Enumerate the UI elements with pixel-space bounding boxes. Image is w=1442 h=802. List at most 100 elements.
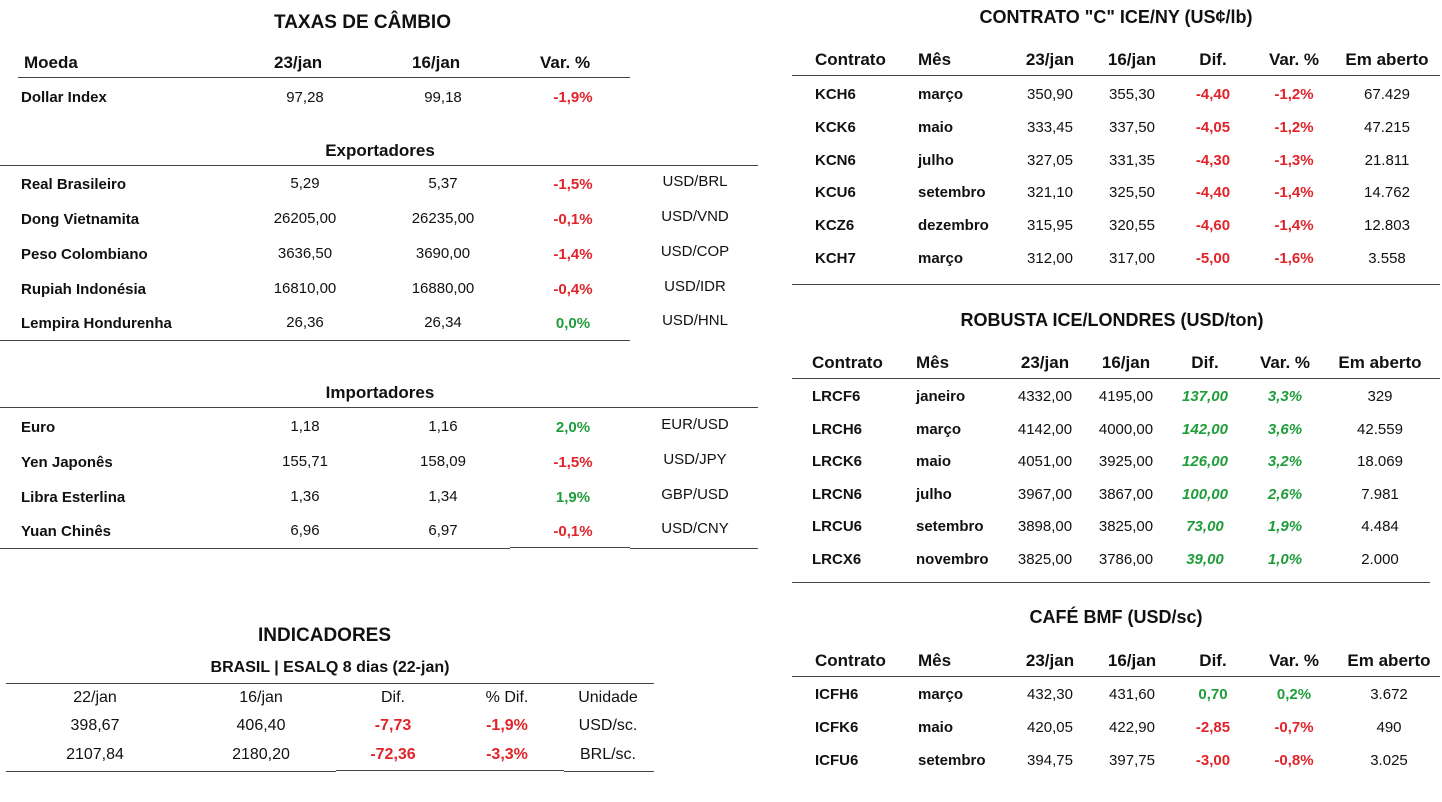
indicadores-title: INDICADORES bbox=[258, 625, 392, 646]
currency-value-23jan: 1,36 bbox=[290, 488, 320, 505]
cafe_bmf-cell: ICFK6 bbox=[815, 719, 859, 736]
indicadores-cell: -3,3% bbox=[486, 746, 528, 763]
cafe-bmf-title: CAFÉ BMF (USD/sc) bbox=[1029, 607, 1203, 627]
robusta-cell: 3,2% bbox=[1267, 453, 1303, 470]
contrato_c-col-header: Mês bbox=[918, 50, 952, 69]
currency-pair: GBP/USD bbox=[661, 486, 729, 503]
contrato_c-cell: 350,90 bbox=[1027, 86, 1073, 103]
contrato_c-cell: março bbox=[918, 86, 964, 103]
robusta-cell: 3,6% bbox=[1267, 421, 1303, 438]
indicadores-dif-rule bbox=[336, 770, 564, 771]
contrato_c-cell: março bbox=[918, 250, 964, 267]
cafe_bmf-cell: 397,75 bbox=[1109, 752, 1155, 769]
robusta-cell: 3825,00 bbox=[1017, 551, 1073, 568]
indicadores-cell: 2180,20 bbox=[232, 746, 290, 763]
currency-name: Lempira Hondurenha bbox=[21, 315, 172, 332]
contrato_c-cell: 320,55 bbox=[1109, 217, 1155, 234]
robusta-cell: 1,9% bbox=[1267, 518, 1303, 535]
indicadores-rule bbox=[6, 683, 654, 684]
currency-var: -1,5% bbox=[553, 176, 593, 193]
dollar-index-var: -1,9% bbox=[553, 89, 593, 106]
robusta-cell: 4.484 bbox=[1361, 518, 1399, 535]
contrato_c-col-header: 23/jan bbox=[1025, 50, 1075, 69]
contrato_c-cell: KCU6 bbox=[815, 184, 856, 201]
contrato_c-cell: KCN6 bbox=[815, 152, 856, 169]
currency-var: -1,5% bbox=[553, 454, 593, 471]
robusta-cell: 100,00 bbox=[1182, 486, 1228, 503]
robusta-cell: LRCF6 bbox=[812, 388, 861, 405]
contrato_c-col-header: Var. % bbox=[1268, 50, 1320, 69]
robusta-cell: 3898,00 bbox=[1017, 518, 1073, 535]
exportadores-var-rule bbox=[510, 340, 630, 341]
indicadores-bottom-rule bbox=[6, 771, 336, 772]
contrato_c-cell: 327,05 bbox=[1027, 152, 1073, 169]
robusta-cell: 4051,00 bbox=[1017, 453, 1073, 470]
robusta-cell: 73,00 bbox=[1186, 518, 1224, 535]
currency-value-16jan: 6,97 bbox=[428, 522, 458, 539]
contrato_c-cell: -1,2% bbox=[1274, 119, 1314, 136]
cafe_bmf-col-header: Em aberto bbox=[1347, 651, 1431, 670]
exportadores-title: Exportadores bbox=[325, 141, 435, 160]
contrato_c-cell: 325,50 bbox=[1109, 184, 1155, 201]
contrato_c-cell: -5,00 bbox=[1195, 250, 1231, 267]
currency-var: -0,4% bbox=[553, 281, 593, 298]
robusta-col-header: Var. % bbox=[1259, 353, 1311, 372]
robusta-cell: LRCX6 bbox=[812, 551, 862, 568]
currency-value-16jan: 5,37 bbox=[428, 175, 458, 192]
indicadores-cell: 406,40 bbox=[236, 717, 286, 734]
robusta-cell: 3825,00 bbox=[1098, 518, 1154, 535]
importadores-rule bbox=[0, 407, 758, 408]
currency-pair: EUR/USD bbox=[661, 416, 729, 433]
robusta-col-header: Dif. bbox=[1191, 353, 1219, 372]
cafe_bmf-header-rule bbox=[792, 676, 1440, 677]
cafe_bmf-cell: 0,2% bbox=[1276, 686, 1312, 703]
cafe_bmf-col-header: Var. % bbox=[1268, 651, 1320, 670]
contrato_c-col-header: Dif. bbox=[1199, 50, 1227, 69]
currency-value-23jan: 26205,00 bbox=[273, 210, 337, 227]
importadores-var-rule bbox=[510, 547, 630, 548]
robusta-title: ROBUSTA ICE/LONDRES (USD/ton) bbox=[960, 310, 1264, 330]
currency-value-16jan: 26235,00 bbox=[411, 210, 475, 227]
cafe_bmf-col-header: 23/jan bbox=[1025, 651, 1075, 670]
robusta-col-header: Contrato bbox=[812, 353, 883, 372]
robusta-header-rule bbox=[792, 378, 1440, 379]
currency-pair: USD/VND bbox=[661, 208, 729, 225]
robusta-cell: LRCK6 bbox=[812, 453, 863, 470]
robusta-cell: LRCN6 bbox=[812, 486, 863, 503]
contrato_c-cell: 21.811 bbox=[1364, 152, 1410, 169]
robusta-col-header: Mês bbox=[916, 353, 950, 372]
contrato_c-cell: -4,40 bbox=[1195, 86, 1231, 103]
cafe_bmf-cell: 432,30 bbox=[1027, 686, 1073, 703]
contrato_c-cell: 317,00 bbox=[1109, 250, 1155, 267]
contrato_c-cell: -1,4% bbox=[1274, 217, 1314, 234]
contrato_c-cell: julho bbox=[918, 152, 954, 169]
currency-name: Libra Esterlina bbox=[21, 489, 126, 506]
indicadores-cell: BRL/sc. bbox=[579, 746, 636, 763]
header-rule bbox=[18, 77, 630, 78]
contrato_c-cell: -4,05 bbox=[1195, 119, 1231, 136]
currency-value-16jan: 3690,00 bbox=[415, 245, 471, 262]
importadores-pair-rule bbox=[630, 548, 758, 549]
currency-name: Euro bbox=[21, 419, 56, 436]
robusta-cell: julho bbox=[916, 486, 952, 503]
robusta-cell: 39,00 bbox=[1186, 551, 1224, 568]
dollar-index-v1: 97,28 bbox=[286, 89, 324, 106]
robusta-cell: setembro bbox=[916, 518, 984, 535]
currency-value-23jan: 3636,50 bbox=[277, 245, 333, 262]
contrato_c-cell: 12.803 bbox=[1364, 217, 1410, 234]
cafe_bmf-col-header: Contrato bbox=[815, 651, 886, 670]
cafe_bmf-cell: ICFH6 bbox=[815, 686, 859, 703]
robusta-cell: 4000,00 bbox=[1098, 421, 1154, 438]
currency-var: 2,0% bbox=[555, 419, 591, 436]
cafe_bmf-cell: 490 bbox=[1376, 719, 1402, 736]
contrato_c-cell: 47.215 bbox=[1364, 119, 1410, 136]
contrato_c-cell: setembro bbox=[918, 184, 986, 201]
robusta-cell: 3967,00 bbox=[1017, 486, 1073, 503]
robusta-col-header: 16/jan bbox=[1101, 353, 1151, 372]
robusta-cell: 4195,00 bbox=[1098, 388, 1154, 405]
contrato_c-cell: -1,6% bbox=[1274, 250, 1314, 267]
indicadores-col-header: 22/jan bbox=[73, 689, 117, 706]
currency-name: Real Brasileiro bbox=[21, 176, 127, 193]
robusta-col-header: 23/jan bbox=[1020, 353, 1070, 372]
currency-pair: USD/HNL bbox=[662, 312, 728, 329]
